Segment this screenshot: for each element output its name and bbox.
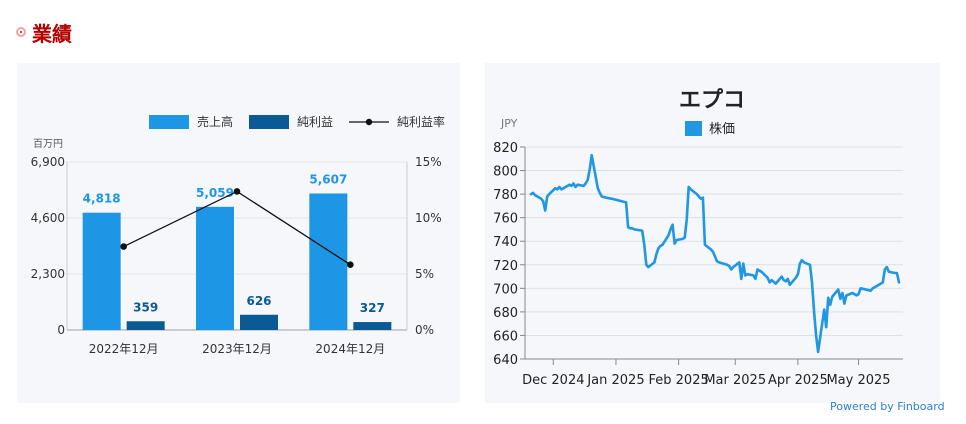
y-right-tick-label: 10% — [415, 211, 442, 225]
bar-data-label: 327 — [360, 301, 385, 315]
bar-revenue — [196, 206, 234, 330]
legend-label-0: 売上高 — [197, 114, 233, 129]
bar-net-income — [126, 321, 165, 330]
legend-line-marker — [365, 118, 373, 126]
legend-label: 株価 — [709, 122, 735, 137]
y-left-tick-label: 0 — [57, 323, 65, 337]
bullet-icon — [16, 27, 26, 37]
y-tick-label: 740 — [493, 235, 518, 250]
y-left-tick-label: 4,600 — [31, 211, 65, 225]
y-right-tick-label: 0% — [415, 323, 434, 337]
y-tick-label: 720 — [493, 259, 518, 274]
x-tick-label: Mar 2025 — [704, 373, 766, 388]
x-tick-label: Dec 2024 — [522, 373, 584, 388]
net-margin-point — [347, 261, 354, 269]
bar-revenue — [309, 193, 348, 330]
y-tick-label: 800 — [493, 165, 518, 180]
x-tick-label: May 2025 — [826, 373, 890, 388]
powered-by-link[interactable]: Powered by Finboard — [830, 400, 945, 413]
y-tick-label: 680 — [493, 306, 518, 321]
x-tick-label: 2023年12月 — [202, 342, 272, 356]
net-margin-point — [233, 188, 241, 195]
bar-data-label: 626 — [246, 294, 271, 308]
net-margin-point — [120, 243, 127, 250]
legend-label-2: 純利益率 — [397, 114, 445, 129]
x-tick-label: Apr 2025 — [768, 373, 828, 388]
y-tick-label: 780 — [493, 188, 518, 203]
y-left-tick-label: 2,300 — [31, 267, 65, 281]
y-left-tick-label: 6,900 — [31, 155, 65, 169]
legend-swatch-0 — [149, 115, 189, 129]
y-tick-label: 820 — [493, 141, 518, 156]
y-tick-label: 640 — [493, 353, 518, 368]
stock-price-line — [529, 153, 901, 354]
bar-net-income — [240, 314, 278, 330]
y-axis-unit-label: 百万円 — [33, 138, 63, 150]
bar-data-label: 359 — [133, 300, 158, 314]
y-tick-label: 660 — [493, 329, 518, 344]
y-tick-label: 760 — [493, 212, 518, 227]
chart-title: エプコ — [679, 88, 745, 113]
bar-data-label: 5,607 — [309, 172, 347, 186]
legend-swatch — [685, 121, 702, 136]
financials-chart-panel: 売上高 純利益 純利益率百万円 0 2,300 4,600 6,900 0% 5% 10% 15% 2… — [17, 63, 460, 403]
y-right-tick-label: 5% — [415, 267, 434, 281]
y-right-tick-label: 15% — [415, 155, 442, 169]
y-axis-unit-label: JPY — [500, 117, 518, 130]
section-title: 業績 — [32, 21, 72, 46]
bar-data-label: 5,059 — [196, 186, 234, 200]
x-tick-label: Feb 2025 — [649, 373, 709, 388]
x-tick-label: Jan 2025 — [586, 373, 644, 388]
bar-revenue — [82, 212, 121, 330]
section-header: 業績 — [16, 18, 72, 46]
x-tick-label: 2024年12月 — [315, 342, 385, 356]
bar-net-income — [353, 322, 392, 330]
stock-chart-panel: エプコ株価 JPY 640 660 680 700 720 740 760 780 800 820 De… — [485, 63, 940, 403]
bar-data-label: 4,818 — [83, 192, 121, 206]
legend-label-1: 純利益 — [297, 115, 333, 129]
legend-swatch-1 — [249, 115, 289, 129]
y-tick-label: 700 — [493, 282, 518, 297]
x-tick-label: 2022年12月 — [89, 342, 159, 356]
